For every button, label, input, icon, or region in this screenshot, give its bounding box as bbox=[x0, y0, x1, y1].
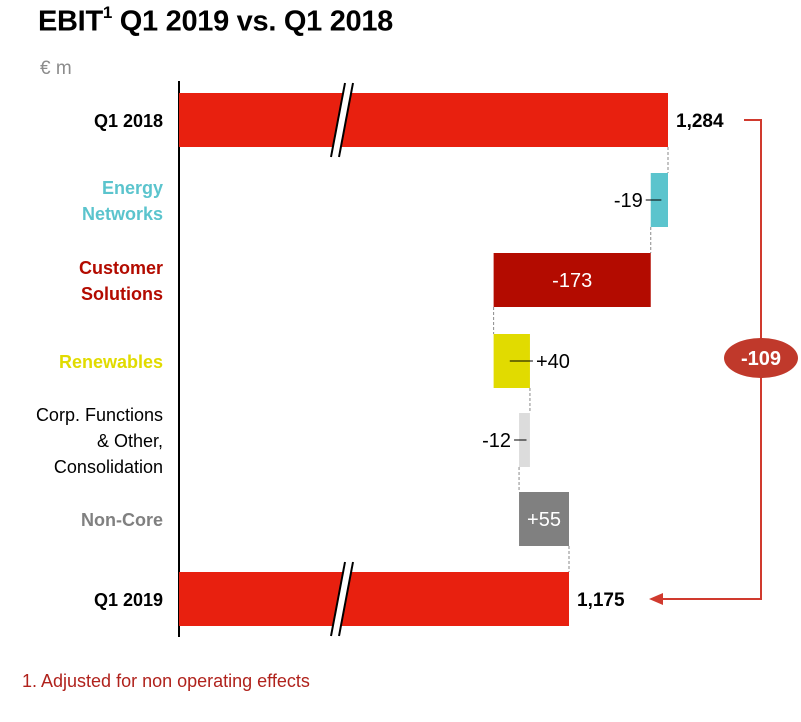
value-label-non-core: +55 bbox=[527, 509, 561, 531]
category-label-q1-2018: Q1 2018 bbox=[94, 111, 163, 131]
category-label-energy-networks: Energy Networks bbox=[82, 178, 163, 224]
total-change-badge bbox=[724, 338, 798, 378]
category-label-q1-2019: Q1 2019 bbox=[94, 590, 163, 610]
axis-break-gap bbox=[331, 562, 353, 636]
category-label-renewables: Renewables bbox=[59, 352, 163, 372]
axis-break-gap bbox=[331, 83, 353, 157]
bar-q1-2019 bbox=[179, 572, 569, 626]
category-label-line: Energy bbox=[102, 178, 163, 198]
axis-break-mark bbox=[330, 561, 346, 637]
category-label-line: Non-Core bbox=[81, 510, 163, 530]
category-label-line: Solutions bbox=[81, 284, 163, 304]
category-label-line: Q1 2018 bbox=[94, 111, 163, 131]
category-label-line: Corp. Functions bbox=[36, 405, 163, 425]
category-label-corp-functions-other-consolidation: Corp. Functions & Other, Consolidation bbox=[36, 405, 163, 477]
category-label-line: & Other, bbox=[97, 431, 163, 451]
category-label-non-core: Non-Core bbox=[81, 510, 163, 530]
value-label-renewables: +40 bbox=[536, 351, 570, 373]
footnote: 1. Adjusted for non operating effects bbox=[22, 671, 310, 691]
value-label-q1-2018: 1,284 bbox=[676, 111, 724, 132]
title-footnote-marker: 1 bbox=[102, 3, 113, 22]
chart-title: EBIT1 Q1 2019 vs. Q1 2018 bbox=[38, 3, 394, 39]
axis-break-mark bbox=[338, 561, 354, 637]
category-label-line: Q1 2019 bbox=[94, 590, 163, 610]
category-label-line: Networks bbox=[82, 204, 163, 224]
axis-break-mark bbox=[330, 82, 346, 158]
bar-non-core bbox=[519, 492, 569, 546]
bar-customer-solutions bbox=[493, 253, 651, 307]
axis-break-mark bbox=[338, 82, 354, 158]
total-change-label: -109 bbox=[741, 348, 781, 370]
category-label-line: Renewables bbox=[59, 352, 163, 372]
unit-label: € m bbox=[40, 58, 72, 79]
value-label-customer-solutions: -173 bbox=[552, 270, 592, 292]
value-label-q1-2019: 1,175 bbox=[577, 590, 625, 611]
title-rest: Q1 2019 vs. Q1 2018 bbox=[112, 5, 394, 38]
title-main: EBIT bbox=[38, 5, 103, 38]
category-label-line: Consolidation bbox=[54, 457, 163, 477]
total-change-arrowhead bbox=[649, 593, 663, 605]
bar-q1-2018 bbox=[179, 93, 668, 147]
category-label-line: Customer bbox=[79, 258, 163, 278]
value-label-energy-networks: -19 bbox=[614, 190, 643, 212]
category-label-customer-solutions: Customer Solutions bbox=[79, 258, 163, 304]
value-label-corp-functions-other-consolidation: -12 bbox=[482, 430, 511, 452]
